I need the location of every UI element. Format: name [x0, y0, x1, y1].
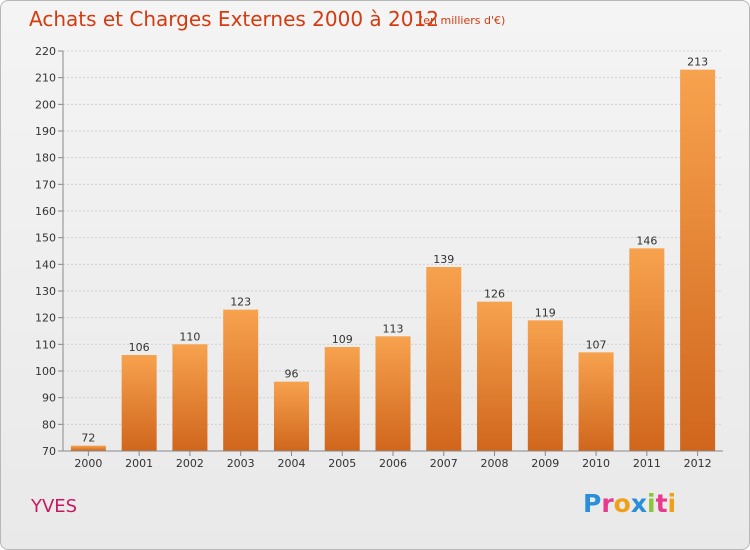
- bar: [172, 344, 208, 451]
- bar-value-label: 96: [284, 368, 298, 381]
- bar-value-label: 126: [484, 288, 505, 301]
- bar-value-label: 119: [535, 306, 556, 319]
- y-tick-label: 130: [35, 285, 56, 298]
- bar-layer: 72 106 110 123 96 109 113 139 126 119 107 146 213: [70, 56, 716, 452]
- y-tick-label: 170: [35, 178, 56, 191]
- chart-title: Achats et Charges Externes 2000 à 2012: [29, 7, 439, 31]
- logo-letter: P: [583, 489, 602, 518]
- proxiti-logo: Proxiti: [583, 489, 676, 518]
- bar-value-label: 113: [383, 322, 404, 335]
- bar-value-label: 107: [586, 338, 607, 351]
- logo-letter: i: [667, 489, 677, 518]
- y-tick-label: 160: [35, 205, 56, 218]
- logo-letter: i: [647, 489, 656, 518]
- bar: [426, 267, 462, 451]
- logo-letter: r: [601, 489, 614, 518]
- x-tick-label: 2003: [227, 457, 255, 470]
- x-tick-label: 2011: [633, 457, 661, 470]
- bar: [121, 355, 157, 451]
- bar-value-label: 110: [179, 330, 200, 343]
- x-tick-label: 2006: [379, 457, 407, 470]
- x-tick-label: 2004: [277, 457, 305, 470]
- x-tick-label: 2000: [74, 457, 102, 470]
- y-tick-label: 210: [35, 72, 56, 85]
- bar: [578, 352, 614, 451]
- bar-value-label: 72: [81, 432, 95, 445]
- y-tick-label: 200: [35, 98, 56, 111]
- bar-value-label: 109: [332, 333, 353, 346]
- bar: [223, 309, 259, 451]
- x-tick-label: 2008: [481, 457, 509, 470]
- x-tick-label: 2007: [430, 457, 458, 470]
- y-tick-label: 150: [35, 232, 56, 245]
- y-tick-label: 140: [35, 258, 56, 271]
- y-tick-label: 220: [35, 45, 56, 58]
- town-name: YVES: [31, 496, 78, 517]
- x-tick-label: 2010: [582, 457, 610, 470]
- y-tick-label: 110: [35, 338, 56, 351]
- y-tick-label: 80: [42, 418, 56, 431]
- logo-letter: o: [613, 489, 631, 518]
- y-tick-label: 90: [42, 392, 56, 405]
- logo-letter: t: [655, 489, 668, 518]
- bar-value-label: 106: [129, 341, 150, 354]
- bar: [680, 69, 716, 452]
- x-tick-label: 2012: [684, 457, 712, 470]
- x-tick-label: 2009: [531, 457, 559, 470]
- x-tick-label: 2001: [125, 457, 153, 470]
- y-tick-label: 70: [42, 445, 56, 458]
- bar-value-label: 213: [687, 56, 708, 69]
- x-tick-label: 2005: [328, 457, 356, 470]
- bar: [477, 301, 513, 451]
- bar: [375, 336, 411, 451]
- bar: [70, 445, 106, 451]
- axis-layer: 7080901001101201301401501601701801902002…: [35, 45, 723, 470]
- bar: [629, 248, 665, 451]
- y-tick-label: 180: [35, 152, 56, 165]
- bar-value-label: 139: [433, 253, 454, 266]
- y-tick-label: 120: [35, 312, 56, 325]
- bar-value-label: 123: [230, 296, 251, 309]
- y-tick-label: 190: [35, 125, 56, 138]
- chart-unit-label: (en milliers d'€): [419, 14, 506, 27]
- bar-value-label: 146: [636, 234, 657, 247]
- y-tick-label: 100: [35, 365, 56, 378]
- bar: [527, 320, 563, 451]
- bar: [324, 347, 360, 451]
- bar: [273, 381, 309, 451]
- x-tick-label: 2002: [176, 457, 204, 470]
- logo-letter: x: [630, 489, 647, 518]
